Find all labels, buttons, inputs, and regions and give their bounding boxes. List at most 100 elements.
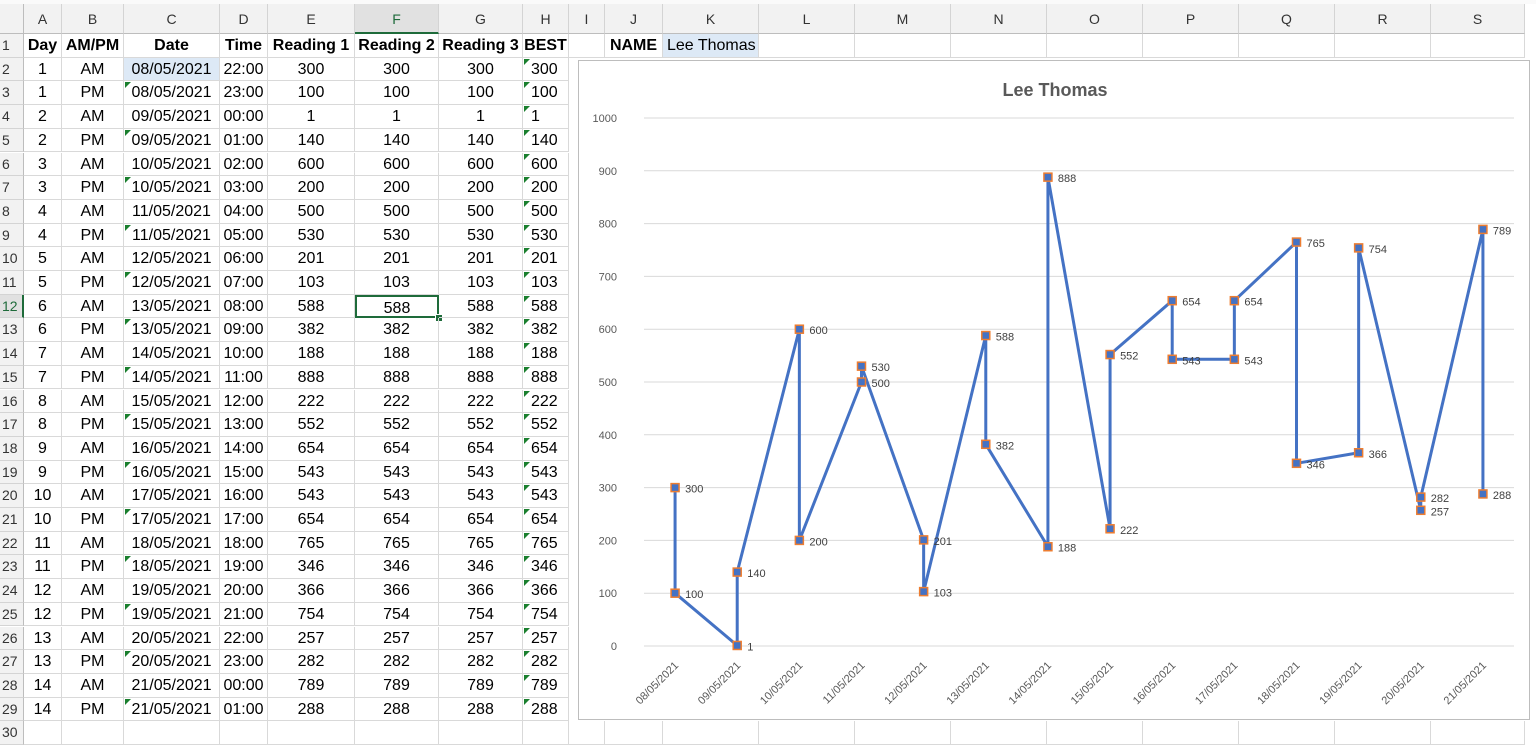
empty-cell[interactable]: [439, 721, 523, 745]
data-cell[interactable]: 382: [268, 318, 355, 343]
data-cell[interactable]: 6: [24, 294, 62, 319]
header-cell[interactable]: Date: [124, 34, 220, 58]
row-header-9[interactable]: 9: [0, 223, 24, 248]
column-header-a[interactable]: A: [24, 4, 62, 34]
data-cell[interactable]: 654: [355, 436, 439, 461]
best-cell[interactable]: 754: [523, 602, 569, 627]
data-cell[interactable]: 382: [355, 318, 439, 343]
empty-cell[interactable]: [62, 721, 124, 745]
data-cell[interactable]: AM: [62, 247, 124, 271]
empty-cell[interactable]: [569, 34, 605, 58]
data-cell[interactable]: 588: [268, 294, 355, 319]
data-cell[interactable]: 500: [439, 199, 523, 224]
column-header-k[interactable]: K: [663, 4, 759, 34]
data-cell[interactable]: 754: [439, 602, 523, 627]
data-cell[interactable]: 588: [439, 294, 523, 319]
row-header-4[interactable]: 4: [0, 105, 24, 129]
data-cell[interactable]: 552: [439, 413, 523, 437]
data-cell[interactable]: 17/05/2021: [124, 484, 220, 508]
data-cell[interactable]: 530: [268, 223, 355, 248]
column-header-q[interactable]: Q: [1239, 4, 1335, 34]
data-cell[interactable]: 10/05/2021: [124, 152, 220, 177]
data-cell[interactable]: 346: [439, 555, 523, 580]
data-cell[interactable]: 654: [439, 436, 523, 461]
data-cell[interactable]: 4: [24, 199, 62, 224]
data-cell[interactable]: 13: [24, 650, 62, 674]
data-cell[interactable]: 366: [355, 579, 439, 603]
data-cell[interactable]: 15/05/2021: [124, 389, 220, 414]
chart-area[interactable]: Lee Thomas 0 100 200 300 400 500 600 700 800 900 10…: [578, 60, 1530, 720]
data-cell[interactable]: AM: [62, 57, 124, 82]
data-cell[interactable]: 654: [268, 436, 355, 461]
data-cell[interactable]: 5: [24, 247, 62, 271]
data-cell[interactable]: AM: [62, 673, 124, 698]
data-cell[interactable]: 05:00: [220, 223, 268, 248]
data-cell[interactable]: 18:00: [220, 531, 268, 556]
data-cell[interactable]: 300: [355, 57, 439, 82]
data-cell[interactable]: 10: [24, 484, 62, 508]
data-cell[interactable]: PM: [62, 271, 124, 295]
best-cell[interactable]: 346: [523, 555, 569, 580]
empty-cell[interactable]: [569, 721, 605, 745]
data-cell[interactable]: 11: [24, 555, 62, 580]
data-cell[interactable]: 21/05/2021: [124, 673, 220, 698]
data-cell[interactable]: 14/05/2021: [124, 365, 220, 390]
data-cell[interactable]: 201: [355, 247, 439, 271]
data-cell[interactable]: AM: [62, 436, 124, 461]
row-header-27[interactable]: 27: [0, 650, 24, 674]
data-cell[interactable]: 20/05/2021: [124, 650, 220, 674]
data-cell[interactable]: 10:00: [220, 342, 268, 366]
data-cell[interactable]: 16/05/2021: [124, 436, 220, 461]
data-cell[interactable]: PM: [62, 128, 124, 153]
row-header-20[interactable]: 20: [0, 484, 24, 508]
data-cell[interactable]: PM: [62, 602, 124, 627]
data-cell[interactable]: 257: [355, 626, 439, 651]
data-cell[interactable]: 2: [24, 128, 62, 153]
data-cell[interactable]: 11: [24, 531, 62, 556]
row-header-18[interactable]: 18: [0, 436, 24, 461]
data-cell[interactable]: 500: [355, 199, 439, 224]
best-cell[interactable]: 588: [523, 294, 569, 319]
header-cell[interactable]: Reading 1: [268, 34, 355, 58]
column-header-f[interactable]: F: [355, 4, 439, 34]
data-cell[interactable]: 7: [24, 342, 62, 366]
row-header-8[interactable]: 8: [0, 199, 24, 224]
data-cell[interactable]: 300: [268, 57, 355, 82]
column-header-c[interactable]: C: [124, 4, 220, 34]
data-cell[interactable]: 18/05/2021: [124, 531, 220, 556]
data-cell[interactable]: AM: [62, 342, 124, 366]
data-cell[interactable]: PM: [62, 81, 124, 106]
best-cell[interactable]: 543: [523, 460, 569, 485]
data-cell[interactable]: 140: [439, 128, 523, 153]
data-cell[interactable]: 222: [355, 389, 439, 414]
data-cell[interactable]: 04:00: [220, 199, 268, 224]
column-header-d[interactable]: D: [220, 4, 268, 34]
row-header-14[interactable]: 14: [0, 342, 24, 366]
empty-cell[interactable]: [1047, 721, 1143, 745]
data-cell[interactable]: PM: [62, 365, 124, 390]
best-cell[interactable]: 654: [523, 508, 569, 532]
data-cell[interactable]: AM: [62, 294, 124, 319]
best-cell[interactable]: 282: [523, 650, 569, 674]
best-cell[interactable]: 103: [523, 271, 569, 295]
data-cell[interactable]: 10/05/2021: [124, 176, 220, 200]
data-cell[interactable]: 1: [439, 105, 523, 129]
column-header-j[interactable]: J: [605, 4, 663, 34]
data-cell[interactable]: 200: [439, 176, 523, 200]
data-cell[interactable]: PM: [62, 508, 124, 532]
column-header-b[interactable]: B: [62, 4, 124, 34]
data-cell[interactable]: 789: [268, 673, 355, 698]
data-cell[interactable]: 530: [439, 223, 523, 248]
row-header-29[interactable]: 29: [0, 697, 24, 722]
row-header-28[interactable]: 28: [0, 673, 24, 698]
best-cell[interactable]: 382: [523, 318, 569, 343]
column-header-i[interactable]: I: [569, 4, 605, 34]
data-cell[interactable]: 300: [439, 57, 523, 82]
data-cell[interactable]: 12: [24, 579, 62, 603]
data-cell[interactable]: 552: [355, 413, 439, 437]
fill-handle[interactable]: [435, 314, 443, 323]
data-cell[interactable]: 13:00: [220, 413, 268, 437]
data-cell[interactable]: 15/05/2021: [124, 413, 220, 437]
column-header-m[interactable]: M: [855, 4, 951, 34]
data-cell[interactable]: 288: [439, 697, 523, 722]
